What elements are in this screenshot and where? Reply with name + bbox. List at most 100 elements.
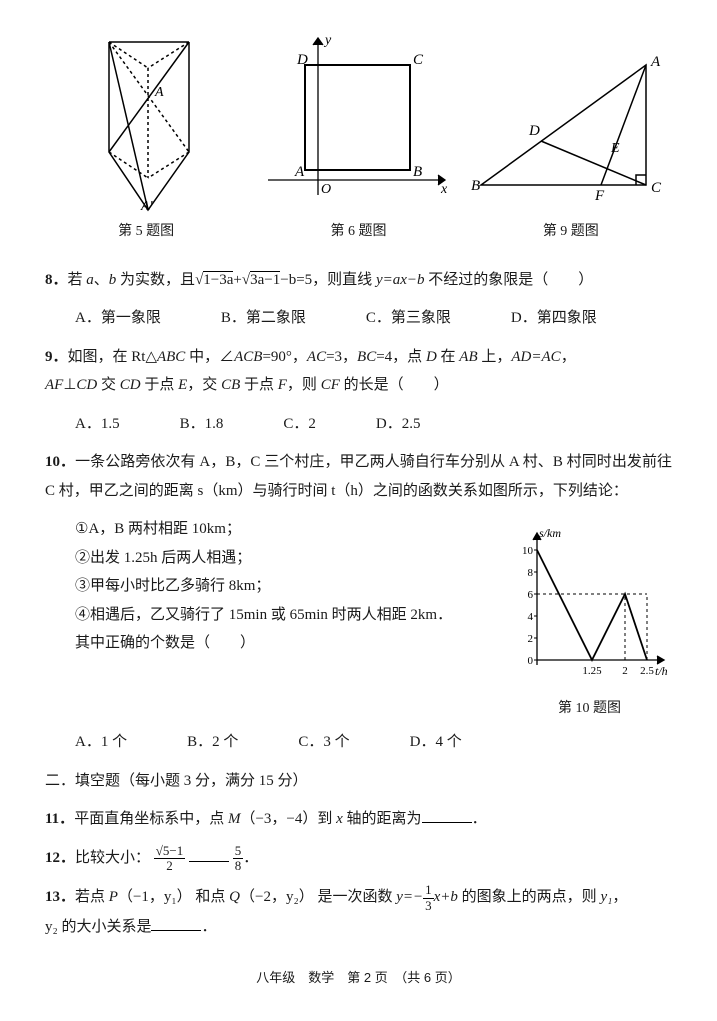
q12-f2n: 5	[233, 844, 244, 859]
q13-t1: 若点	[75, 890, 109, 906]
q10-xlabel: t/h	[655, 664, 668, 678]
q12-t2: ．	[243, 850, 258, 866]
prism-svg: A A'	[81, 30, 211, 215]
q9-D: D	[426, 349, 437, 365]
q13-t5: ，	[612, 890, 627, 906]
section-2-header: 二．填空题（每小题 3 分，满分 15 分）	[45, 767, 672, 796]
q9-t3: =90°，	[262, 349, 306, 365]
q9-t2: 中，∠	[185, 349, 234, 365]
q9-optB[interactable]: B．1.8	[180, 410, 224, 439]
q10-num: 10．	[45, 454, 75, 470]
q10-tail: 其中正确的个数是（ ）	[75, 629, 497, 658]
q11-t3: 轴的距离为	[343, 811, 422, 827]
q8-sqrt2: √3a−1	[242, 271, 280, 288]
q10-item3: ③甲每小时比乙多骑行 8km；	[75, 572, 497, 601]
q12-frac1: √5−1 2	[154, 844, 185, 874]
q8-optA[interactable]: A．第一象限	[75, 304, 161, 333]
q9-ABC: ABC	[157, 349, 185, 365]
label-E: E	[610, 141, 620, 156]
q10-figure: 10864201.2522.5 s/km t/h 第 10 题图	[507, 525, 672, 722]
q9-AB: AB	[459, 349, 477, 365]
label-B: B	[471, 178, 480, 194]
figure-6: D C A B O x y 第 6 题图	[257, 30, 459, 246]
q9-optD[interactable]: D．2.5	[376, 410, 421, 439]
q10-chart-svg: 10864201.2522.5 s/km t/h	[507, 525, 672, 685]
figure-row: A A' 第 5 题图 D C A B O x y 第 6 题图	[45, 30, 672, 246]
q12-blank[interactable]	[189, 846, 229, 862]
label-y: y	[323, 33, 332, 48]
q12-f1n: √5−1	[154, 844, 185, 859]
q11-x: x	[336, 811, 343, 827]
q8-optB[interactable]: B．第二象限	[221, 304, 306, 333]
q9-t7: 上，	[478, 349, 512, 365]
q13-t3: 是一次函数	[314, 890, 397, 906]
q10-items: ①A，B 两村相距 10km； ②出发 1.25h 后两人相遇； ③甲每小时比乙…	[45, 515, 497, 722]
label-D: D	[296, 52, 308, 68]
q8-sqrt1: √1−3a	[195, 271, 233, 288]
label-Aprime: A'	[140, 199, 154, 214]
q9-E: E	[178, 377, 187, 393]
q9-t4: =3，	[326, 349, 357, 365]
q11-t1: 平面直角坐标系中，点	[74, 811, 228, 827]
q13-blank[interactable]	[151, 915, 201, 931]
q8-optD[interactable]: D．第四象限	[511, 304, 597, 333]
question-8: 8．若 a、b 为实数，且√1−3a+√3a−1−b=5，则直线 y=ax−b …	[45, 266, 672, 295]
q13-eq2: x+b	[434, 890, 458, 906]
q9-optA[interactable]: A．1.5	[75, 410, 120, 439]
label-C: C	[651, 180, 662, 196]
svg-text:6: 6	[528, 589, 534, 601]
q13-y1: y₁	[600, 890, 612, 906]
q9-num: 9．	[45, 349, 68, 365]
q9-CB: CB	[221, 377, 240, 393]
label-x: x	[440, 182, 448, 197]
q13-eq1: y=−	[396, 890, 423, 906]
q10-item2: ②出发 1.25h 后两人相遇；	[75, 544, 497, 573]
q8-sqrt1-inner: 1−3a	[203, 271, 233, 288]
q8-t1: 若	[68, 272, 87, 288]
q13-t4: 的图象上的两点，则	[458, 890, 601, 906]
question-12: 12．比较大小： √5−1 2 5 8 ．	[45, 844, 672, 874]
q13-t2: 和点	[192, 890, 230, 906]
q9-l2p1: ⊥	[63, 377, 76, 393]
q9-optC[interactable]: C．2	[283, 410, 316, 439]
svg-text:0: 0	[528, 655, 534, 667]
q9-AF: AF	[45, 377, 63, 393]
svg-text:2.5: 2.5	[640, 665, 654, 677]
q11-t2: （−3，−4）到	[240, 811, 336, 827]
q8-after: −b=5	[280, 272, 312, 288]
q10-optD[interactable]: D．4 个	[410, 728, 462, 757]
q9-t6: 在	[437, 349, 460, 365]
q8-optC[interactable]: C．第三象限	[366, 304, 451, 333]
q8-a: a	[86, 272, 94, 288]
q10-optC[interactable]: C．3 个	[298, 728, 349, 757]
q8-t4: ，则直线	[312, 272, 376, 288]
q9-ADAC: AD=AC	[511, 349, 560, 365]
square-axes-svg: D C A B O x y	[263, 30, 453, 215]
label-A: A	[154, 85, 164, 100]
q8-eq: y=ax−b	[376, 272, 425, 288]
label-A: A	[650, 54, 661, 70]
label-D: D	[528, 123, 540, 139]
q10-optB[interactable]: B．2 个	[187, 728, 238, 757]
svg-text:8: 8	[528, 567, 534, 579]
q10-text: 一条公路旁依次有 A，B，C 三个村庄，甲乙两人骑自行车分别从 A 村、B 村同…	[45, 454, 672, 499]
q11-t4: ．	[472, 811, 487, 827]
q9-CF: CF	[321, 377, 340, 393]
q9-t5: =4，点	[376, 349, 426, 365]
q9-l2p3: 于点	[141, 377, 179, 393]
q12-frac2: 5 8	[233, 844, 244, 874]
q12-f2d: 8	[233, 859, 244, 873]
q13-Qc: （−2，y₂）	[240, 890, 314, 906]
q10-optA[interactable]: A．1 个	[75, 728, 127, 757]
q10-options: A．1 个 B．2 个 C．3 个 D．4 个	[75, 728, 672, 757]
question-11: 11．平面直角坐标系中，点 M（−3，−4）到 x 轴的距离为．	[45, 805, 672, 834]
q11-M: M	[228, 811, 241, 827]
svg-text:10: 10	[522, 545, 534, 557]
q12-num: 12．	[45, 850, 75, 866]
q11-blank[interactable]	[422, 807, 472, 823]
label-A: A	[294, 164, 305, 180]
q8-num: 8．	[45, 272, 68, 288]
q13-l2p2: ．	[201, 919, 216, 935]
q9-l2p7: 的长是（ ）	[340, 377, 449, 393]
svg-text:1.25: 1.25	[582, 665, 602, 677]
